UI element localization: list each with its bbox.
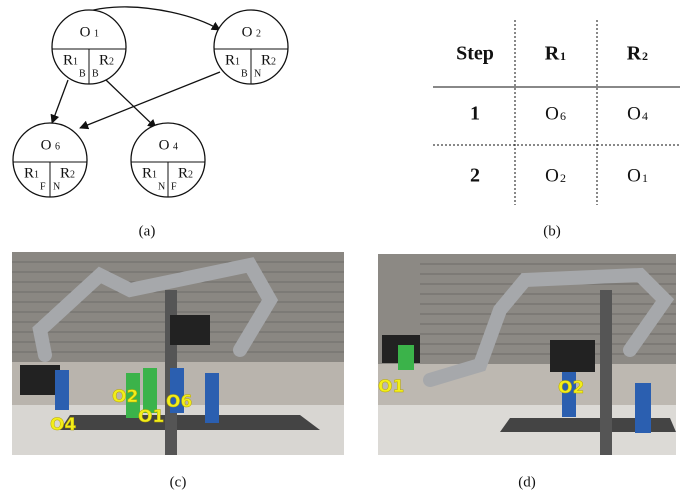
robot-index: 2 — [70, 169, 75, 180]
table-cell: O — [627, 165, 641, 186]
robot-name: R — [99, 52, 109, 68]
subscript: 2 — [642, 49, 648, 63]
subscript: 1 — [560, 49, 566, 63]
caption: (c) — [170, 474, 187, 490]
node-name: O — [159, 137, 170, 153]
object-label: O6 — [166, 392, 192, 412]
robot-name: R — [142, 165, 152, 181]
node-name: O — [41, 137, 52, 153]
robot-state: N — [53, 181, 60, 192]
table-cell: O — [545, 165, 559, 186]
caption: (b) — [543, 223, 561, 239]
arrow — [106, 80, 156, 128]
robot-name: R — [178, 165, 188, 181]
robot-index: 1 — [235, 56, 240, 67]
node-name: O — [80, 24, 91, 40]
robot-name: R — [261, 52, 271, 68]
table-header: R — [545, 43, 560, 65]
robot-index: 2 — [188, 169, 193, 180]
object-label: O1 — [138, 407, 164, 427]
table-cell: 2 — [470, 165, 480, 187]
table-cell: O — [627, 103, 641, 124]
robot-index: 1 — [152, 169, 157, 180]
robot-state: N — [158, 181, 165, 192]
subscript: 6 — [560, 109, 566, 123]
node-index: 2 — [256, 28, 261, 39]
robot-index: 2 — [271, 56, 276, 67]
robot-state: B — [79, 68, 86, 79]
table-header: Step — [456, 43, 494, 65]
photo — [378, 254, 676, 455]
node-index: 4 — [173, 141, 178, 152]
node-name: O — [242, 24, 253, 40]
robot-state: F — [40, 181, 46, 192]
object-label: O4 — [50, 415, 76, 435]
robot-index: 1 — [34, 169, 39, 180]
robot-name: R — [225, 52, 235, 68]
robot-state: B — [92, 68, 99, 79]
object-label: O1 — [378, 377, 404, 397]
node-index: 1 — [94, 28, 99, 39]
table-cell: 1 — [470, 103, 480, 125]
robot-name: R — [60, 165, 70, 181]
caption: (a) — [139, 223, 156, 239]
object-label: O2 — [112, 387, 138, 407]
arrow — [52, 80, 68, 123]
table-cell: O — [545, 103, 559, 124]
robot-name: R — [63, 52, 73, 68]
node-index: 6 — [55, 141, 60, 152]
robot-state: F — [171, 181, 177, 192]
subscript: 1 — [642, 171, 648, 185]
subscript: 4 — [642, 109, 648, 123]
object-label: O2 — [558, 378, 584, 398]
robot-name: R — [24, 165, 34, 181]
figure: O1R1BR2BO2R1BR2NO6R1FR2NO4R1NR2F (a) Ste… — [0, 0, 688, 496]
robot-index: 1 — [73, 56, 78, 67]
robot-index: 2 — [109, 56, 114, 67]
subscript: 2 — [560, 171, 566, 185]
caption: (d) — [518, 474, 536, 490]
table-header: R — [627, 43, 642, 65]
robot-state: B — [241, 68, 248, 79]
robot-state: N — [254, 68, 261, 79]
